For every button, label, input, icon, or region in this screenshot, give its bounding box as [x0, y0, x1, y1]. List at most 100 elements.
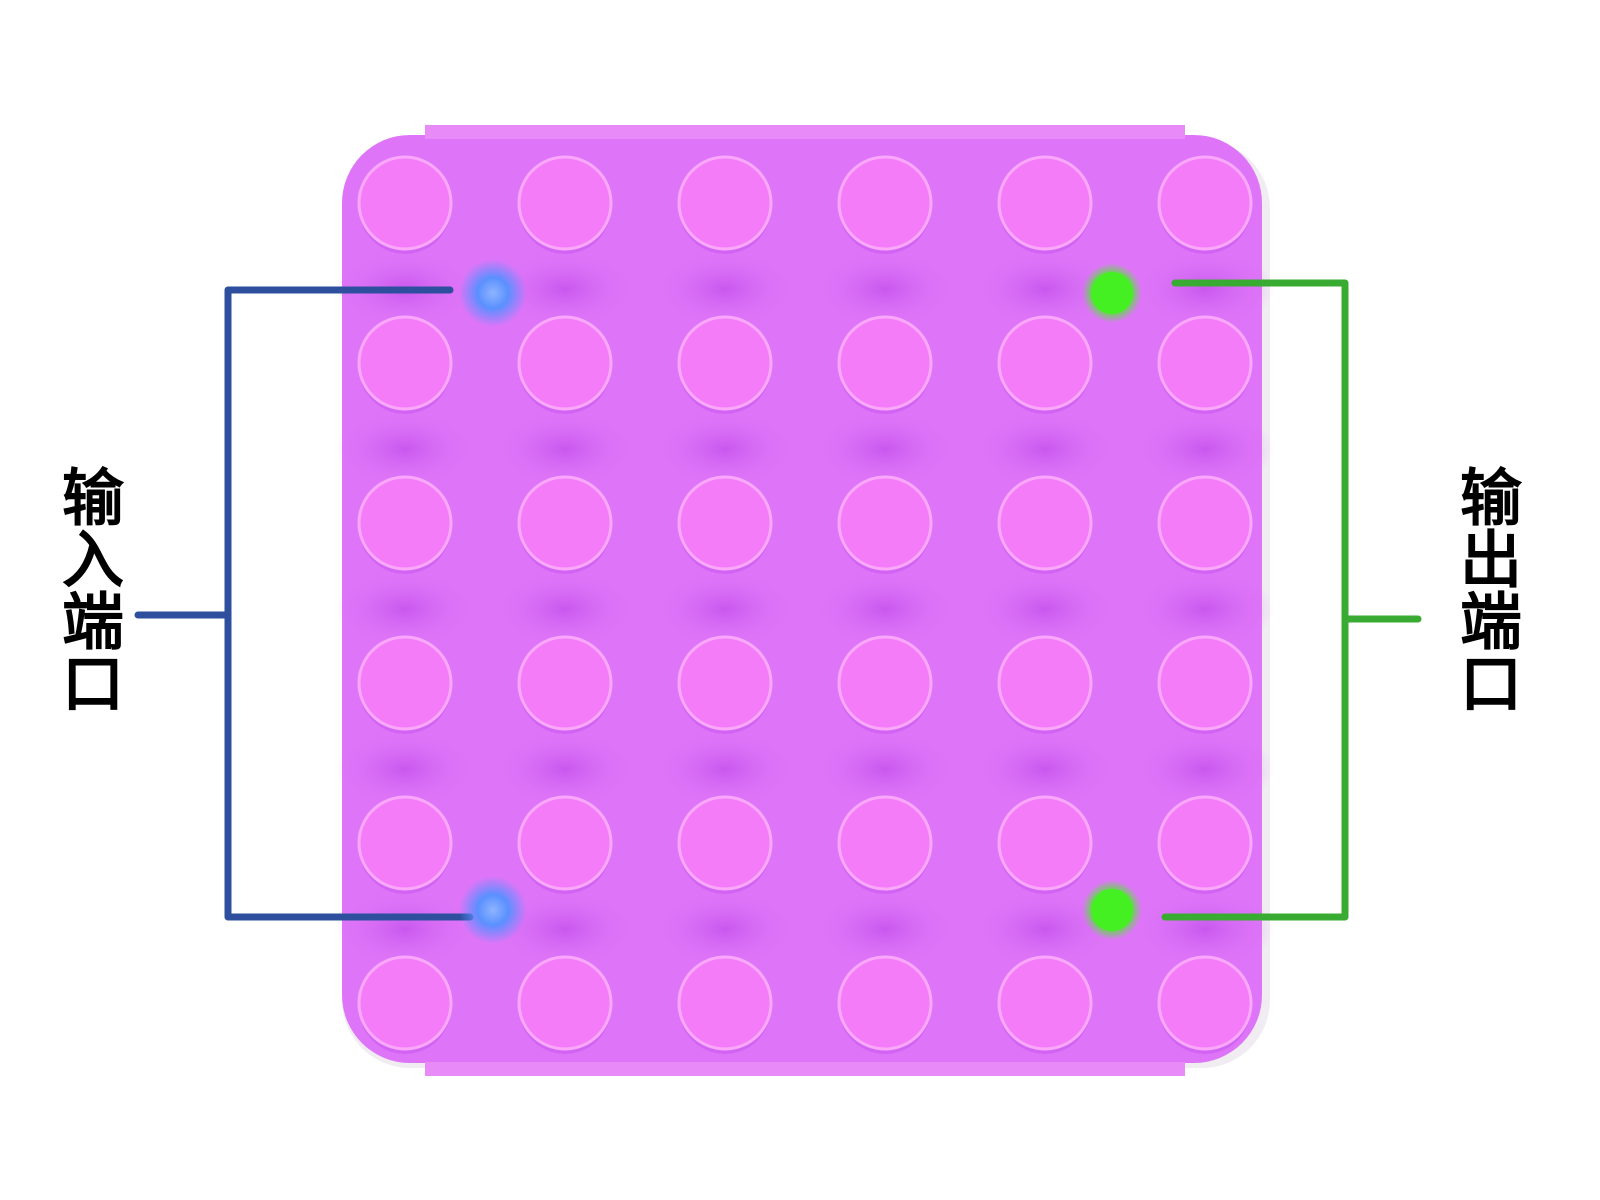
stud	[357, 635, 453, 734]
board-hollow	[495, 571, 635, 647]
stud	[517, 635, 613, 734]
output-bracket-shape	[1161, 279, 1349, 921]
stud	[1157, 635, 1253, 734]
input-bracket-top	[224, 286, 474, 921]
stud	[1157, 475, 1253, 574]
board-hollow	[815, 571, 955, 647]
stud-top	[357, 955, 453, 1051]
stud-top	[517, 955, 613, 1051]
stud	[997, 955, 1093, 1054]
stud-top	[1157, 475, 1253, 571]
stud-top	[357, 635, 453, 731]
stud-top	[357, 315, 453, 411]
board-hollow	[655, 411, 795, 487]
stud	[517, 955, 613, 1054]
stud	[677, 795, 773, 894]
board-hollow	[1135, 571, 1275, 647]
board-hollow	[335, 571, 475, 647]
stud-top	[997, 155, 1093, 251]
stud-top	[997, 475, 1093, 571]
board-hollow	[655, 731, 795, 807]
stud	[1157, 795, 1253, 894]
stud	[837, 155, 933, 254]
stud	[1157, 955, 1253, 1054]
stud-top	[997, 635, 1093, 731]
stud-top	[517, 795, 613, 891]
stud-top	[517, 315, 613, 411]
board-hollow	[335, 731, 475, 807]
board-hollow	[975, 411, 1115, 487]
stud-top	[1157, 155, 1253, 251]
stud-top	[677, 475, 773, 571]
stud	[677, 475, 773, 574]
board-hollow	[975, 571, 1115, 647]
board-hollow	[975, 891, 1115, 967]
stud	[357, 475, 453, 574]
board-hollow	[975, 251, 1115, 327]
stud-top	[517, 635, 613, 731]
stud-top	[677, 155, 773, 251]
board-top-edge	[425, 125, 1185, 139]
stud-top	[677, 315, 773, 411]
stud-top	[1157, 635, 1253, 731]
board-hollow	[1135, 411, 1275, 487]
board-hollows	[335, 251, 1275, 967]
stud	[837, 635, 933, 734]
stud	[517, 155, 613, 254]
stud-top	[677, 635, 773, 731]
stud-top	[357, 795, 453, 891]
stud-top	[837, 475, 933, 571]
stud	[517, 475, 613, 574]
board-hollow	[815, 411, 955, 487]
output-bracket	[1161, 279, 1422, 921]
output-ports	[1082, 263, 1142, 940]
stud	[837, 475, 933, 574]
stud-top	[357, 475, 453, 571]
stud	[997, 795, 1093, 894]
board-hollow	[655, 251, 795, 327]
stud	[837, 795, 933, 894]
stud-top	[997, 315, 1093, 411]
stud	[997, 635, 1093, 734]
stud-top	[837, 955, 933, 1051]
stud	[357, 315, 453, 414]
stud	[677, 955, 773, 1054]
stud	[997, 155, 1093, 254]
board-hollow	[1135, 891, 1275, 967]
output-port-label: 输出端口	[1449, 465, 1522, 713]
stud	[357, 955, 453, 1054]
output-port-bottom	[1091, 889, 1133, 931]
stud	[357, 795, 453, 894]
stud	[837, 315, 933, 414]
board-hollow	[655, 571, 795, 647]
board-hollow	[1135, 731, 1275, 807]
input-ports	[459, 259, 527, 944]
stud-top	[1157, 955, 1253, 1051]
input-port-bottom	[459, 876, 527, 944]
stud-top	[517, 155, 613, 251]
board-hollow	[815, 731, 955, 807]
stud	[517, 795, 613, 894]
stud	[517, 315, 613, 414]
stud	[677, 155, 773, 254]
stud	[997, 475, 1093, 574]
input-port-label: 输入端口	[51, 465, 124, 713]
board-hollow	[1135, 251, 1275, 327]
stud-top	[997, 795, 1093, 891]
board-hollow	[495, 411, 635, 487]
stud	[677, 635, 773, 734]
stud-top	[997, 955, 1093, 1051]
stud-top	[677, 955, 773, 1051]
board-bottom-edge	[425, 1062, 1185, 1076]
stud	[677, 315, 773, 414]
stud-top	[837, 315, 933, 411]
board	[335, 125, 1275, 1076]
stud-top	[677, 795, 773, 891]
board-hollow	[495, 251, 635, 327]
stud	[837, 955, 933, 1054]
board-hollow	[335, 891, 475, 967]
board-hollow	[815, 891, 955, 967]
stud-top	[837, 795, 933, 891]
board-hollow	[815, 251, 955, 327]
